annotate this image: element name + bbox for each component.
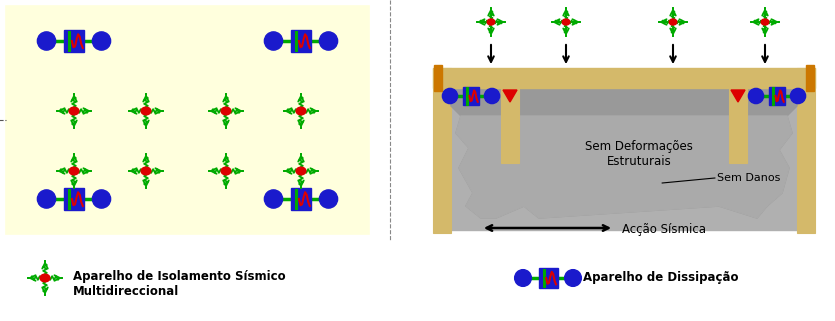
Circle shape [93, 32, 110, 50]
Bar [797, 68, 815, 233]
Circle shape [564, 270, 581, 286]
Polygon shape [503, 90, 517, 102]
Circle shape [443, 88, 458, 104]
Circle shape [265, 190, 282, 208]
Bar [291, 30, 311, 52]
Circle shape [319, 32, 337, 50]
Bar [434, 65, 442, 91]
Circle shape [319, 190, 337, 208]
Text: Sem Danos: Sem Danos [717, 173, 780, 183]
Bar [463, 87, 479, 105]
Bar [501, 88, 519, 163]
Circle shape [748, 88, 763, 104]
Polygon shape [456, 116, 792, 218]
Bar [63, 30, 84, 52]
Ellipse shape [69, 107, 78, 115]
Polygon shape [451, 88, 797, 218]
Circle shape [514, 270, 531, 286]
Text: Aparelho de Isolamento Sísmico
Multidireccional: Aparelho de Isolamento Sísmico Multidire… [73, 270, 286, 298]
Circle shape [265, 32, 282, 50]
Bar [433, 68, 815, 88]
Ellipse shape [141, 167, 151, 175]
Circle shape [38, 32, 56, 50]
Bar [433, 68, 451, 233]
Bar [415, 0, 835, 321]
Ellipse shape [762, 19, 769, 25]
Bar [806, 65, 814, 91]
Bar [291, 188, 311, 210]
Ellipse shape [562, 19, 569, 25]
Text: Sem Deformações
Estruturais: Sem Deformações Estruturais [585, 140, 693, 168]
Bar [539, 268, 558, 288]
Bar [451, 88, 797, 230]
Ellipse shape [221, 107, 231, 115]
Bar [769, 87, 785, 105]
Text: Aparelho de Dissipação: Aparelho de Dissipação [583, 272, 738, 284]
Ellipse shape [221, 167, 231, 175]
Circle shape [38, 190, 56, 208]
Ellipse shape [40, 274, 50, 282]
Circle shape [93, 190, 110, 208]
Bar [729, 88, 747, 163]
Circle shape [484, 88, 499, 104]
Text: Acção Sísmica: Acção Sísmica [622, 222, 706, 236]
Bar [6, 6, 369, 234]
Ellipse shape [669, 19, 677, 25]
Polygon shape [731, 90, 745, 102]
Ellipse shape [487, 19, 495, 25]
Circle shape [791, 88, 806, 104]
Ellipse shape [296, 167, 306, 175]
Bar [63, 188, 84, 210]
Ellipse shape [296, 107, 306, 115]
Ellipse shape [69, 167, 78, 175]
Ellipse shape [141, 107, 151, 115]
